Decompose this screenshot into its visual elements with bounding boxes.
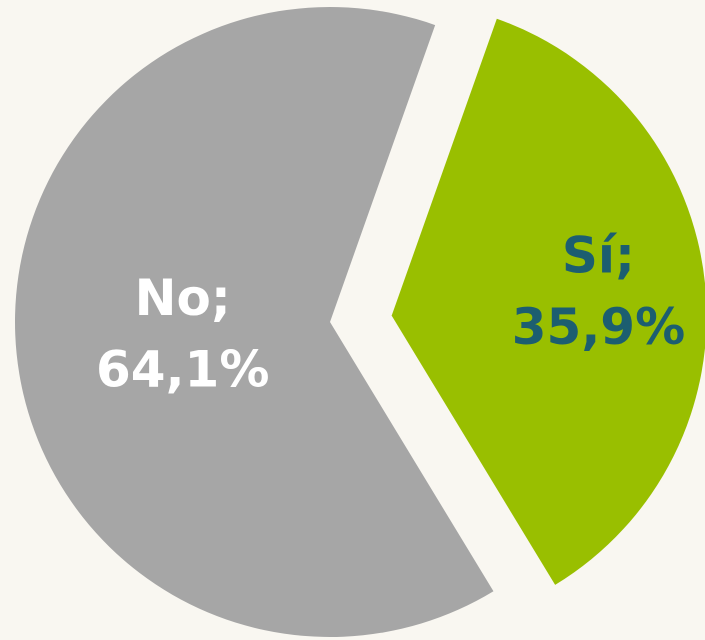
slice-label: No;	[135, 269, 231, 327]
pie-slice	[391, 18, 705, 585]
separator: ;	[615, 226, 635, 284]
slice-label: Sí;	[562, 226, 635, 284]
value-label: 64,1%	[96, 341, 269, 399]
category-label: Sí	[562, 226, 618, 284]
separator: ;	[211, 269, 231, 327]
category-label: No	[135, 269, 211, 327]
pie-slice	[15, 6, 494, 637]
value-label: 35,9%	[512, 298, 685, 356]
